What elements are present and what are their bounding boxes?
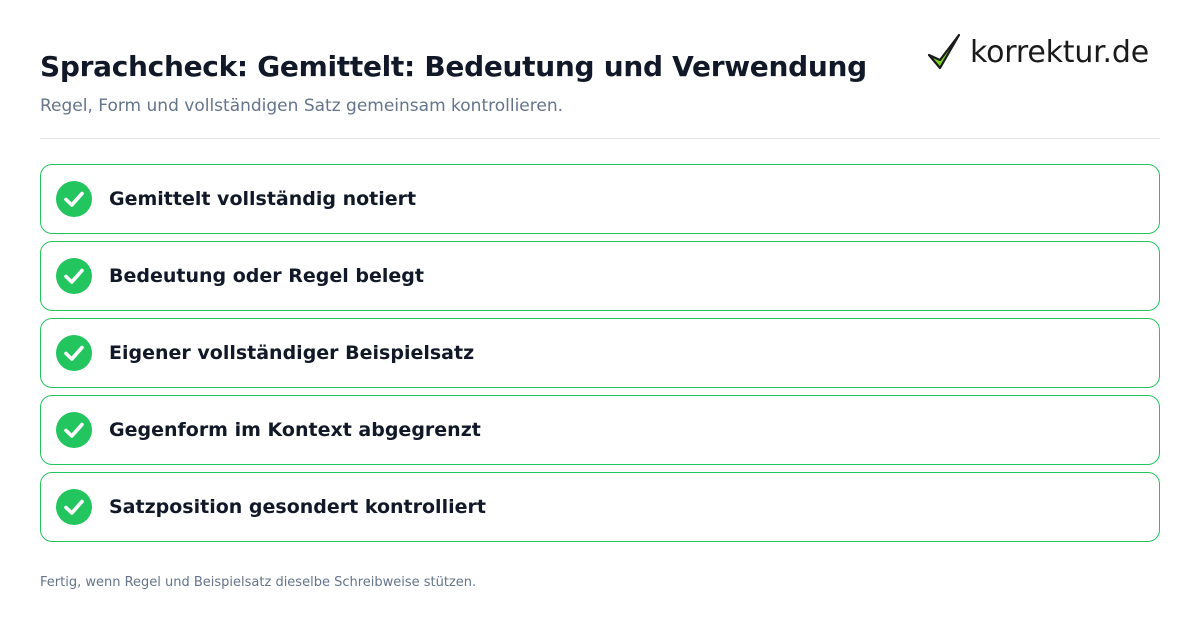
checklist-item: Satzposition gesondert kontrolliert: [40, 472, 1160, 542]
checklist-item-label: Gemittelt vollständig notiert: [109, 188, 417, 210]
check-circle-icon: [56, 258, 92, 294]
page-subtitle: Regel, Form und vollständigen Satz gemei…: [40, 96, 564, 116]
checklist-item: Gemittelt vollständig notiert: [40, 164, 1160, 234]
brand-logo: korrektur.de: [926, 30, 1162, 74]
checklist-item-label: Eigener vollständiger Beispielsatz: [109, 342, 475, 364]
checklist: Gemittelt vollständig notiert Bedeutung …: [40, 164, 1160, 549]
checklist-item: Gegenform im Kontext abgegrenzt: [40, 395, 1160, 465]
check-circle-icon: [56, 489, 92, 525]
checklist-item: Eigener vollständiger Beispielsatz: [40, 318, 1160, 388]
checkmark-icon: [927, 33, 961, 70]
checklist-item-label: Gegenform im Kontext abgegrenzt: [109, 419, 481, 441]
check-circle-icon: [56, 181, 92, 217]
header-divider: [40, 138, 1160, 139]
check-circle-icon: [56, 412, 92, 448]
check-circle-icon: [56, 335, 92, 371]
checklist-item-label: Bedeutung oder Regel belegt: [109, 265, 424, 287]
checklist-item: Bedeutung oder Regel belegt: [40, 241, 1160, 311]
brand-name: korrektur.de: [970, 34, 1149, 70]
checklist-item-label: Satzposition gesondert kontrolliert: [109, 496, 486, 518]
page-title: Sprachcheck: Gemittelt: Bedeutung und Ve…: [40, 50, 867, 83]
footer-note: Fertig, wenn Regel und Beispielsatz dies…: [40, 575, 477, 590]
